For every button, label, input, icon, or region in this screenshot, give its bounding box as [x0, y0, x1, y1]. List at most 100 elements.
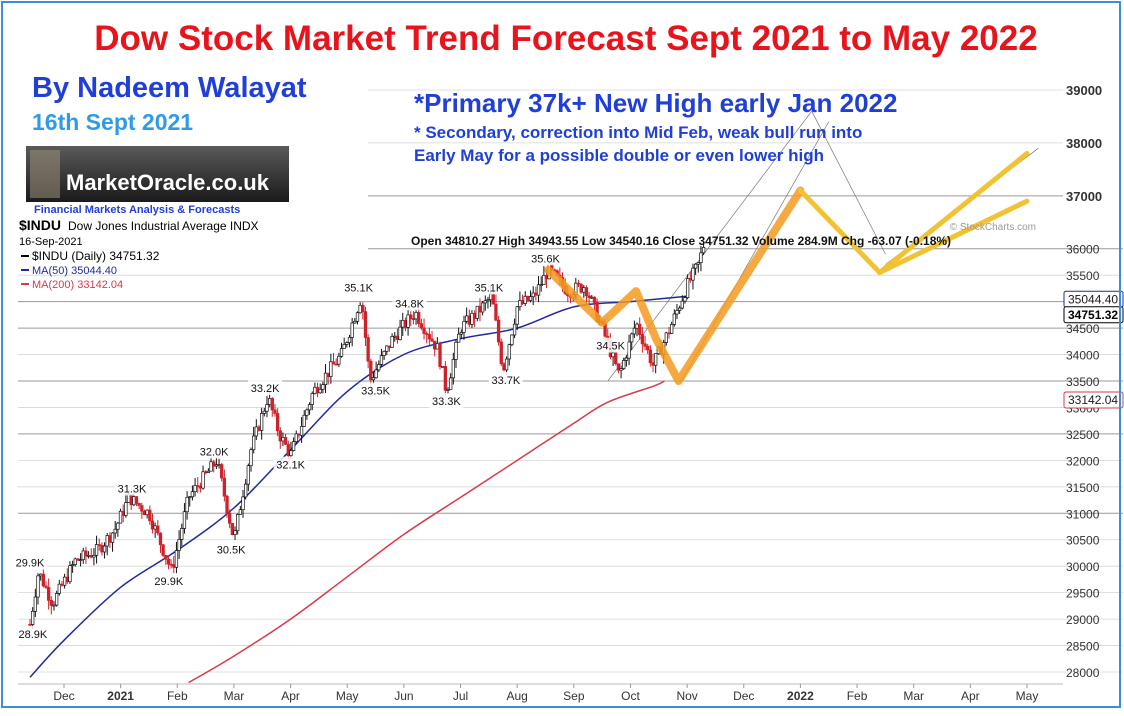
price-bar-body — [238, 509, 242, 515]
price-bar-body — [433, 340, 437, 350]
price-bar-body — [204, 471, 208, 474]
value-badge-text: 33142.04 — [1068, 393, 1118, 407]
price-bar-body — [46, 587, 51, 601]
forecast-secondary-alt-line — [877, 198, 1030, 275]
price-bar-body — [60, 583, 64, 586]
price-bar-body — [180, 528, 184, 540]
forecast-layer — [544, 151, 1030, 385]
price-bar-body — [691, 267, 695, 281]
price-bar-body — [283, 437, 288, 445]
data-label-text: 33.5K — [361, 386, 390, 398]
price-bar-body — [318, 388, 322, 394]
price-bar-body — [401, 320, 405, 328]
price-bar-body — [275, 413, 280, 432]
price-bar-body — [244, 483, 248, 498]
price-bar-body — [614, 352, 618, 365]
logo: MarketOracle.co.uk Financial Markets Ana… — [26, 146, 289, 216]
price-bar-body — [174, 550, 179, 568]
price-bar-body — [398, 326, 402, 340]
y-tick-label: 31500 — [1066, 481, 1100, 495]
data-label: 29.9K — [13, 554, 48, 570]
price-bar-body — [403, 320, 408, 328]
price-bar-body — [355, 312, 360, 322]
price-bar-body — [499, 341, 503, 365]
price-bar-body — [140, 505, 144, 512]
price-bar-body — [323, 372, 328, 386]
price-bar-body — [693, 263, 698, 269]
price-bar-body — [438, 342, 442, 367]
price-bar-body — [36, 575, 40, 598]
x-tick-label: Mar — [224, 689, 245, 703]
price-bar-body — [291, 441, 296, 451]
logo-text: MarketOracle.co.uk — [66, 170, 270, 195]
data-label-bg — [214, 541, 249, 557]
price-bar-body — [142, 510, 147, 516]
price-bar-body — [161, 544, 165, 556]
price-bar-body — [518, 300, 522, 308]
price-bar-body — [259, 413, 264, 431]
price-bar-body — [528, 296, 533, 301]
data-label-text: 28.9K — [18, 629, 47, 641]
ma50-line — [29, 295, 688, 678]
price-bar-body — [491, 293, 495, 305]
price-bar-body — [387, 345, 392, 348]
price-bar-body — [502, 363, 506, 371]
y-tick-label: 38000 — [1066, 136, 1102, 151]
y-tick-label: 34500 — [1066, 322, 1100, 336]
price-bar-body — [121, 510, 125, 516]
y-tick-label: 29500 — [1066, 587, 1100, 601]
price-bar-body — [198, 485, 203, 489]
data-label-text: 33.7K — [491, 375, 520, 387]
data-label: 35.6K — [528, 250, 563, 266]
data-label-text: 29.9K — [16, 558, 45, 570]
price-bar-body — [467, 315, 471, 325]
price-bar-body — [177, 539, 181, 551]
price-bar-body — [342, 344, 346, 349]
price-bar-body — [267, 398, 272, 405]
x-tick-label: Dec — [53, 689, 74, 703]
price-bar-body — [542, 275, 546, 285]
price-bar-body — [193, 485, 197, 493]
price-bar-body — [685, 278, 690, 298]
x-tick-label: Aug — [506, 689, 527, 703]
data-label-text: 35.1K — [344, 282, 373, 294]
ohlc-readout: Open 34810.27 High 34943.55 Low 34540.16… — [411, 234, 951, 248]
price-bar-body — [579, 283, 583, 293]
price-bar-body — [507, 344, 511, 360]
price-bar-body — [411, 318, 416, 320]
price-bar-body — [188, 496, 192, 499]
price-bar-body — [523, 295, 527, 304]
price-bar-body — [228, 512, 232, 524]
y-tick-label: 30000 — [1066, 560, 1100, 574]
price-bar-body — [587, 295, 591, 298]
price-bar-body — [65, 576, 69, 583]
y-axis: 3900038000370003600035500350003450034000… — [1063, 83, 1124, 680]
data-label-bg — [471, 279, 506, 295]
data-label-text: 32.1K — [276, 460, 305, 472]
price-bar-body — [329, 361, 333, 377]
price-bar-body — [222, 477, 227, 497]
price-bar-body — [494, 303, 498, 321]
price-bar-body — [512, 323, 517, 336]
price-bar-body — [496, 319, 501, 343]
price-bar-body — [353, 320, 357, 324]
price-bar-body — [73, 558, 77, 565]
value-badge-text: 35044.40 — [1068, 292, 1118, 306]
price-bar-body — [190, 491, 195, 498]
y-tick-label: 33500 — [1066, 375, 1100, 389]
data-label-bg — [197, 443, 232, 459]
price-bar-body — [590, 296, 594, 299]
price-bar-body — [100, 545, 104, 553]
price-bar-body — [105, 535, 109, 547]
price-bar-body — [49, 600, 53, 606]
secondary-annotation-line2: Early May for a possible double or even … — [414, 146, 824, 165]
price-bar-body — [464, 315, 469, 322]
price-bar-body — [454, 341, 458, 360]
price-bar-body — [646, 345, 650, 351]
data-label-bg — [151, 573, 186, 589]
price-bar-body — [576, 282, 581, 285]
x-tick-label: May — [1016, 689, 1039, 703]
data-label-bg — [13, 554, 48, 570]
price-bar-body — [379, 355, 384, 365]
